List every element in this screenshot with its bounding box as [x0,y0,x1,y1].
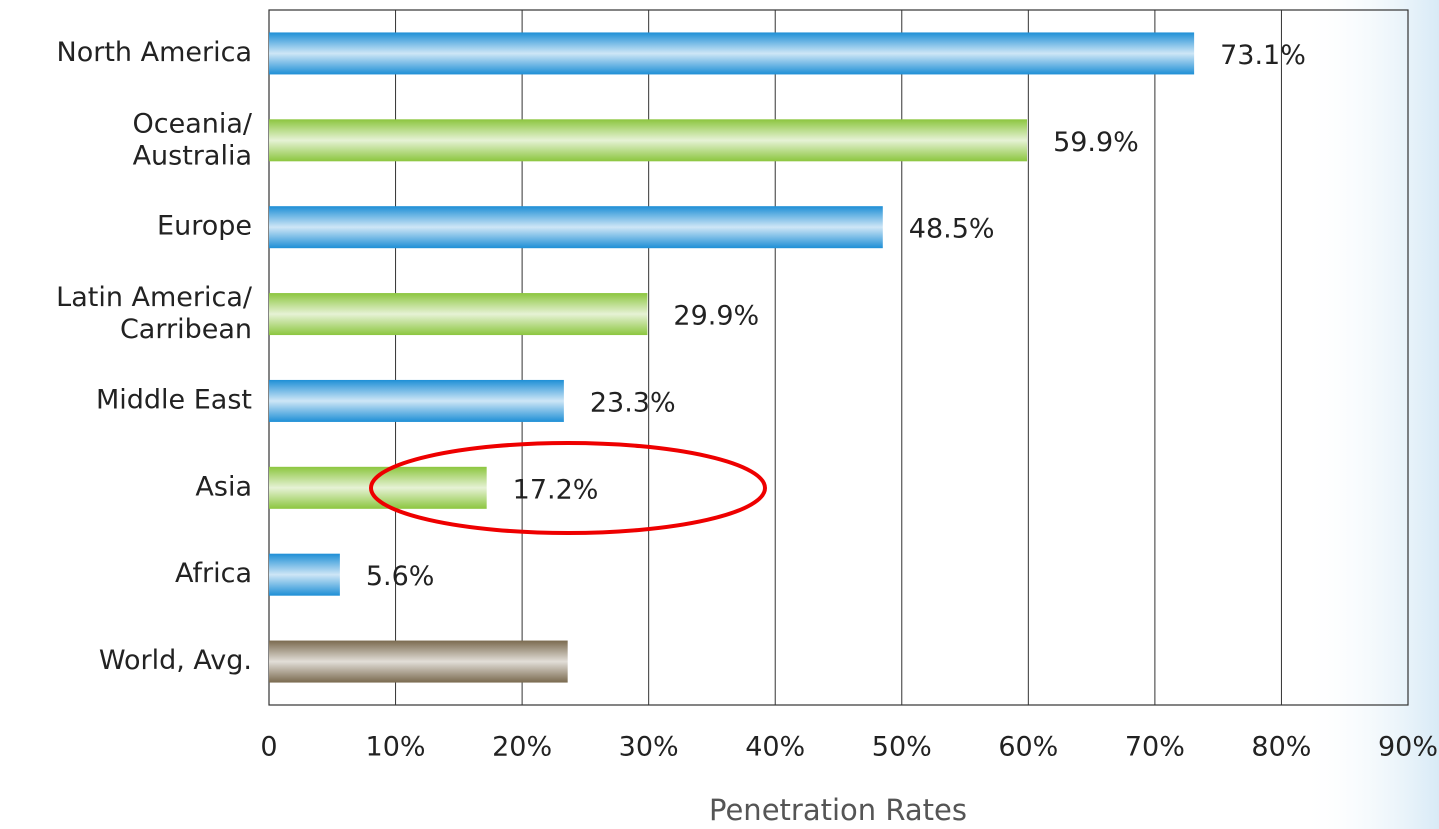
category-label: Asia [195,471,252,502]
category-label: Middle East [96,384,252,415]
bar [269,553,340,596]
x-tick-label: 70% [1125,732,1185,763]
x-tick-label: 80% [1251,732,1311,763]
bar [269,640,568,683]
value-label: 29.9% [673,301,759,332]
category-label: Europe [157,211,252,242]
x-tick-label: 50% [872,732,932,763]
value-label: 73.1% [1220,40,1306,71]
bar [269,379,564,422]
x-tick-label: 0 [260,732,277,763]
x-tick-label: 20% [492,732,552,763]
x-tick-label: 10% [366,732,426,763]
bar [269,32,1195,75]
x-tick-label: 90% [1378,732,1438,763]
value-label: 23.3% [590,387,676,418]
category-label: World, Avg. [99,645,252,676]
value-label: 5.6% [366,561,435,592]
category-label: North America [57,37,252,68]
category-label: Africa [175,558,252,589]
bar [269,206,883,249]
background-glow [1300,0,1439,829]
value-label: 48.5% [909,214,995,245]
x-tick-label: 40% [745,732,805,763]
category-label: Latin America/Carribean [56,282,253,345]
plot-frame [268,9,1409,706]
x-tick-label: 30% [619,732,679,763]
category-label: Oceania/Australia [132,108,252,171]
value-label: 17.2% [513,474,599,505]
value-label: 59.9% [1053,127,1139,158]
bar [269,293,648,336]
highlight-ellipse [369,441,767,535]
bar [269,119,1028,162]
x-axis-label: Penetration Rates [709,793,967,827]
x-tick-label: 60% [998,732,1058,763]
